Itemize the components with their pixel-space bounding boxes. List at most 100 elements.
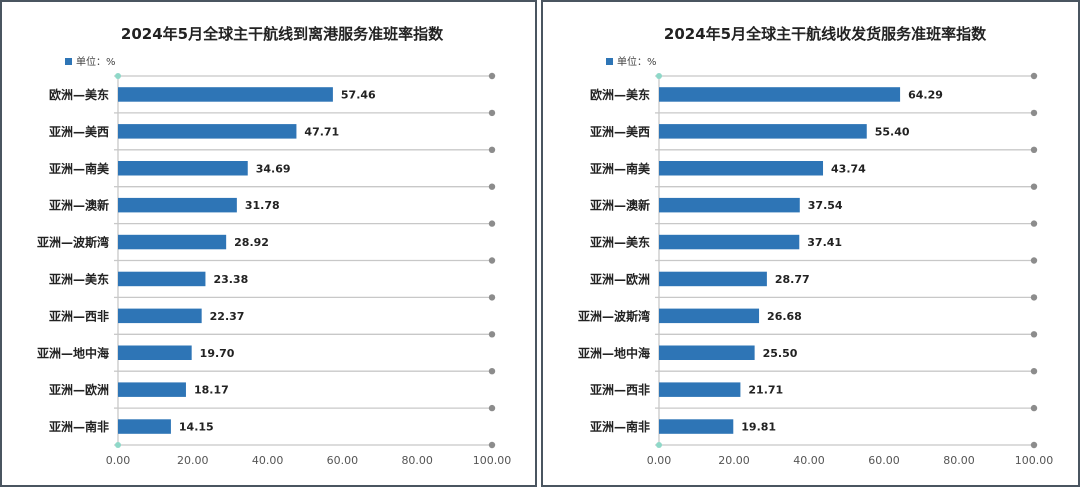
value-label: 19.81 xyxy=(741,421,776,434)
gridline-end-dot xyxy=(488,183,496,190)
category-label: 亚洲—地中海 xyxy=(578,345,650,360)
legend-swatch xyxy=(65,58,72,65)
value-label: 55.40 xyxy=(875,125,910,138)
bar xyxy=(118,161,248,176)
bar xyxy=(118,197,237,213)
value-label: 23.38 xyxy=(213,273,248,286)
gridline-end-dot xyxy=(1030,404,1038,412)
gridline-end-dot xyxy=(1030,257,1038,264)
bar xyxy=(118,308,202,324)
gridline-end-dot xyxy=(488,404,496,412)
gridline-end-dot xyxy=(1030,183,1038,190)
x-tick-label: 40.00 xyxy=(252,454,284,467)
category-label: 亚洲—美东 xyxy=(49,271,109,286)
gridline-end-dot xyxy=(1030,331,1038,338)
gridline-end-dot xyxy=(1030,368,1038,375)
bar xyxy=(118,234,227,250)
value-label: 57.46 xyxy=(341,88,376,101)
category-label: 亚洲—美西 xyxy=(590,124,650,139)
category-label: 亚洲—美东 xyxy=(590,235,650,250)
category-label: 亚洲—澳新 xyxy=(590,198,650,213)
value-label: 22.37 xyxy=(210,310,245,323)
axis-end-dot xyxy=(656,73,662,79)
gridline-end-dot xyxy=(488,441,496,449)
x-tick-label: 100.00 xyxy=(1015,454,1054,467)
value-label: 47.71 xyxy=(304,125,339,138)
value-label: 34.69 xyxy=(256,162,291,175)
bar xyxy=(118,382,186,397)
x-tick-label: 20.00 xyxy=(718,454,750,467)
gridline-end-dot xyxy=(488,220,496,227)
value-label: 43.74 xyxy=(831,162,866,175)
value-label: 37.41 xyxy=(807,236,842,249)
gridline-end-dot xyxy=(1030,72,1038,80)
category-label: 亚洲—波斯湾 xyxy=(37,235,109,250)
category-label: 亚洲—南美 xyxy=(590,161,651,176)
value-label: 28.92 xyxy=(234,236,269,249)
legend-label: 单位：% xyxy=(76,55,116,68)
chart-panel-receipt-delivery: 2024年5月全球主干航线收发货服务准班率指数 单位：% 欧洲—美东 64.29 亚洲—… xyxy=(541,0,1080,487)
value-label: 25.50 xyxy=(763,347,798,360)
x-tick-label: 60.00 xyxy=(868,454,900,467)
value-label: 19.70 xyxy=(200,347,235,360)
chart-panel-arrival-departure: 2024年5月全球主干航线到离港服务准班率指数 单位：% 欧洲—美东 57.46 亚洲—… xyxy=(0,0,537,487)
bar xyxy=(659,161,824,176)
category-label: 欧洲—美东 xyxy=(49,87,109,102)
axis-end-dot xyxy=(115,73,121,79)
x-tick-label: 40.00 xyxy=(793,454,825,467)
bar xyxy=(659,87,901,102)
gridline-end-dot xyxy=(488,257,496,264)
value-label: 14.15 xyxy=(179,421,214,434)
gridline-end-dot xyxy=(488,294,496,301)
category-label: 亚洲—西非 xyxy=(49,308,109,323)
axis-end-dot xyxy=(115,442,121,448)
category-label: 亚洲—西非 xyxy=(590,382,650,397)
value-label: 28.77 xyxy=(775,273,810,286)
category-label: 亚洲—澳新 xyxy=(49,198,109,213)
category-label: 亚洲—南美 xyxy=(49,161,110,176)
chart-title: 2024年5月全球主干航线收发货服务准班率指数 xyxy=(664,25,987,43)
x-tick-label: 80.00 xyxy=(943,454,975,467)
value-label: 21.71 xyxy=(748,384,783,397)
value-label: 18.17 xyxy=(194,384,229,397)
gridline-end-dot xyxy=(488,109,496,117)
bar xyxy=(659,308,760,324)
legend-swatch xyxy=(606,58,613,65)
gridline-end-dot xyxy=(1030,146,1038,153)
bar xyxy=(659,124,867,139)
bar xyxy=(118,345,192,360)
bar xyxy=(659,234,800,250)
bar xyxy=(118,124,297,139)
category-label: 亚洲—欧洲 xyxy=(49,382,109,397)
bar xyxy=(659,419,734,434)
bar xyxy=(118,87,333,102)
x-tick-label: 80.00 xyxy=(401,454,433,467)
gridline-end-dot xyxy=(488,146,496,153)
value-label: 37.54 xyxy=(808,199,843,212)
category-label: 亚洲—南非 xyxy=(49,419,109,434)
value-label: 26.68 xyxy=(767,310,802,323)
category-label: 亚洲—南非 xyxy=(590,419,650,434)
bar xyxy=(659,197,800,213)
category-label: 亚洲—欧洲 xyxy=(590,271,650,286)
x-tick-label: 100.00 xyxy=(473,454,512,467)
bar xyxy=(659,271,767,287)
bar xyxy=(118,271,206,287)
gridline-end-dot xyxy=(488,368,496,375)
axis-end-dot xyxy=(656,442,662,448)
gridline-end-dot xyxy=(488,331,496,338)
category-label: 亚洲—美西 xyxy=(49,124,109,139)
bar xyxy=(659,382,741,397)
bar xyxy=(118,419,171,434)
value-label: 64.29 xyxy=(908,88,943,101)
category-label: 亚洲—地中海 xyxy=(37,345,109,360)
gridline-end-dot xyxy=(1030,109,1038,117)
gridline-end-dot xyxy=(1030,294,1038,301)
x-tick-label: 0.00 xyxy=(647,454,672,467)
value-label: 31.78 xyxy=(245,199,280,212)
category-label: 亚洲—波斯湾 xyxy=(578,308,650,323)
legend-label: 单位：% xyxy=(617,55,657,68)
gridline-end-dot xyxy=(1030,441,1038,449)
